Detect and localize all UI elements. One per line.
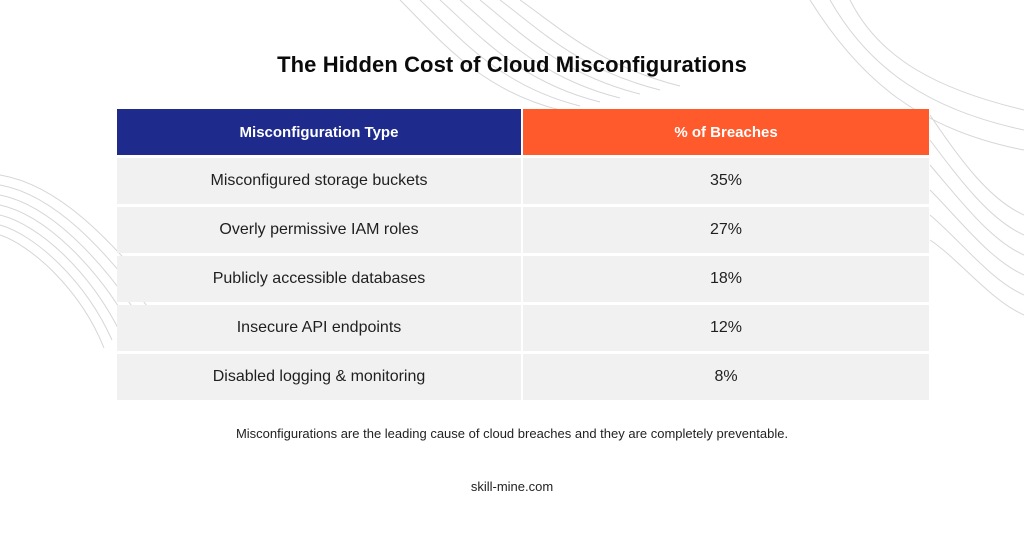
page-title: The Hidden Cost of Cloud Misconfiguratio… <box>277 52 747 77</box>
breaches-table: Misconfiguration Type % of Breaches Misc… <box>117 109 929 403</box>
table-cell-percent: 35% <box>523 158 929 204</box>
table-cell-type: Insecure API endpoints <box>117 305 521 351</box>
table-cell-percent: 27% <box>523 207 929 253</box>
table-cell-type: Disabled logging & monitoring <box>117 354 521 400</box>
table-cell-percent: 18% <box>523 256 929 302</box>
table-cell-type: Overly permissive IAM roles <box>117 207 521 253</box>
table-row: Overly permissive IAM roles 27% <box>117 207 929 253</box>
header-percent-breaches: % of Breaches <box>523 109 929 155</box>
table-row: Insecure API endpoints 12% <box>117 305 929 351</box>
table-header-row: Misconfiguration Type % of Breaches <box>117 109 929 155</box>
table-cell-type: Misconfigured storage buckets <box>117 158 521 204</box>
table-cell-percent: 8% <box>523 354 929 400</box>
table-row: Disabled logging & monitoring 8% <box>117 354 929 400</box>
table-cell-type: Publicly accessible databases <box>117 256 521 302</box>
table-cell-percent: 12% <box>523 305 929 351</box>
table-row: Misconfigured storage buckets 35% <box>117 158 929 204</box>
footnote-text: Misconfigurations are the leading cause … <box>235 426 789 441</box>
table-row: Publicly accessible databases 18% <box>117 256 929 302</box>
header-misconfiguration-type: Misconfiguration Type <box>117 109 521 155</box>
website-footer: skill-mine.com <box>470 479 554 494</box>
